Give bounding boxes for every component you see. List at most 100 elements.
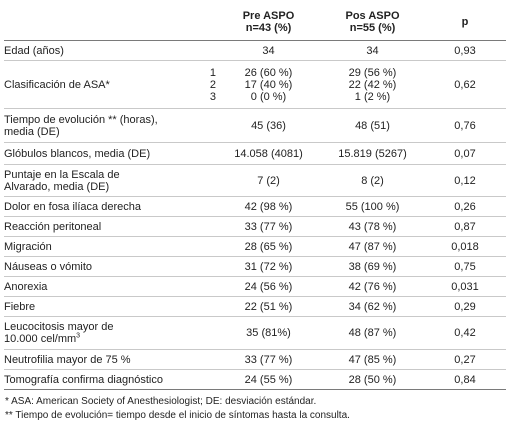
row-label: Dolor en fosa ilíaca derecha <box>4 196 216 217</box>
cell-pos: 8 (2) <box>321 164 424 197</box>
cell-p: 0,87 <box>424 216 506 237</box>
cell-p: 0,29 <box>424 296 506 317</box>
cell-p: 0,27 <box>424 349 506 370</box>
table-row: Edad (años) 34 34 0,93 <box>4 40 506 61</box>
row-label: Migración <box>4 236 216 257</box>
cell-pre: 33 (77 %) <box>216 216 321 237</box>
table-row: Neutrofilia mayor de 75 % 33 (77 %) 47 (… <box>4 349 506 370</box>
cell-pos: 48 (87 %) <box>321 316 424 350</box>
row-label-line: 10.000 cel/mm3 <box>4 332 216 345</box>
table-row: Glóbulos blancos, media (DE) 14.058 (408… <box>4 142 506 165</box>
table-row: Clasificación de ASA* 1 2 3 26 (60 %) 17… <box>4 60 506 109</box>
cell-pre: 35 (81%) <box>216 316 321 350</box>
row-label: Clasificación de ASA* <box>4 60 190 109</box>
row-label: Náuseas o vómito <box>4 256 216 277</box>
cell-pre: 28 (65 %) <box>216 236 321 257</box>
row-label: Anorexia <box>4 276 216 297</box>
cell-pos: 55 (100 %) <box>321 196 424 217</box>
asa-level: 2 <box>209 78 216 91</box>
asa-level: 1 <box>209 66 216 79</box>
row-label: Glóbulos blancos, media (DE) <box>4 142 216 165</box>
table-row: Náuseas o vómito 31 (72 %) 38 (69 %) 0,7… <box>4 256 506 277</box>
cell-pre-line: 26 (60 %) <box>244 66 293 79</box>
superscript: 3 <box>76 332 81 340</box>
cell-pre: 31 (72 %) <box>216 256 321 277</box>
row-label-text: 10.000 cel/mm <box>4 333 77 345</box>
header-pre-aspo: Pre ASPO n=43 (%) <box>216 4 321 41</box>
cell-p: 0,42 <box>424 316 506 350</box>
table-row: Migración 28 (65 %) 47 (87 %) 0,018 <box>4 236 506 257</box>
cell-pre-line: 17 (40 %) <box>244 78 293 91</box>
cell-pos: 28 (50 %) <box>321 369 424 390</box>
cell-pos-line: 1 (2 %) <box>354 90 391 103</box>
cell-pos: 15.819 (5267) <box>321 142 424 165</box>
header-blank <box>4 4 190 41</box>
cell-pre: 42 (98 %) <box>216 196 321 217</box>
cell-pos-line: 29 (56 %) <box>348 66 397 79</box>
table-row: Puntaje en la Escala de Alvarado, media … <box>4 164 506 197</box>
table-header-row: Pre ASPO n=43 (%) Pos ASPO n=55 (%) p <box>4 4 506 41</box>
cell-pre: 22 (51 %) <box>216 296 321 317</box>
asa-level: 3 <box>209 90 216 103</box>
header-pos-aspo: Pos ASPO n=55 (%) <box>321 4 424 41</box>
row-label: Tiempo de evolución ** (horas), media (D… <box>4 108 216 143</box>
table-row: Leucocitosis mayor de 10.000 cel/mm3 35 … <box>4 316 506 350</box>
table-row: Anorexia 24 (56 %) 42 (76 %) 0,031 <box>4 276 506 297</box>
cell-p: 0,018 <box>424 236 506 257</box>
row-label: Neutrofilia mayor de 75 % <box>4 349 216 370</box>
cell-p: 0,26 <box>424 196 506 217</box>
cell-p: 0,12 <box>424 164 506 197</box>
cell-pos: 34 <box>321 40 424 61</box>
cell-p: 0,84 <box>424 369 506 390</box>
row-label: Leucocitosis mayor de 10.000 cel/mm3 <box>4 316 216 350</box>
cell-pre: 33 (77 %) <box>216 349 321 370</box>
row-label: Tomografía confirma diagnóstico <box>4 369 216 390</box>
header-pre-title: Pre ASPO <box>242 10 295 22</box>
cell-pos: 29 (56 %) 22 (42 %) 1 (2 %) <box>321 60 424 109</box>
cell-pre: 26 (60 %) 17 (40 %) 0 (0 %) <box>216 60 321 109</box>
header-blank-sub <box>190 4 216 41</box>
row-label-line: Alvarado, media (DE) <box>4 180 110 193</box>
cell-pos: 34 (62 %) <box>321 296 424 317</box>
cell-pre-line: 0 (0 %) <box>250 90 287 103</box>
header-pos-title: Pos ASPO <box>345 10 400 22</box>
row-label: Edad (años) <box>4 40 216 61</box>
header-pre-n: n=43 (%) <box>245 22 292 34</box>
cell-pre: 7 (2) <box>216 164 321 197</box>
row-label: Fiebre <box>4 296 216 317</box>
table-row: Tomografía confirma diagnóstico 24 (55 %… <box>4 369 506 390</box>
cell-pre: 45 (36) <box>216 108 321 143</box>
cell-pos: 38 (69 %) <box>321 256 424 277</box>
table-row: Tiempo de evolución ** (horas), media (D… <box>4 108 506 143</box>
cell-p: 0,76 <box>424 108 506 143</box>
table-row: Dolor en fosa ilíaca derecha 42 (98 %) 5… <box>4 196 506 217</box>
cell-pre: 24 (55 %) <box>216 369 321 390</box>
row-label-line: Tiempo de evolución ** (horas), <box>4 113 158 126</box>
row-label-line: media (DE) <box>4 125 60 138</box>
cell-p: 0,07 <box>424 142 506 165</box>
row-label-line: Leucocitosis mayor de <box>4 321 114 333</box>
cell-pos: 47 (87 %) <box>321 236 424 257</box>
asa-levels: 1 2 3 <box>190 60 216 109</box>
table-row: Fiebre 22 (51 %) 34 (62 %) 0,29 <box>4 296 506 317</box>
row-label: Puntaje en la Escala de Alvarado, media … <box>4 164 216 197</box>
cell-p: 0,031 <box>424 276 506 297</box>
cell-pre: 34 <box>216 40 321 61</box>
cell-pre: 14.058 (4081) <box>216 142 321 165</box>
table-row: Reacción peritoneal 33 (77 %) 43 (78 %) … <box>4 216 506 237</box>
footnote-asa: * ASA: American Society of Anesthesiolog… <box>5 396 317 407</box>
cell-pos: 47 (85 %) <box>321 349 424 370</box>
row-label: Reacción peritoneal <box>4 216 216 237</box>
header-p: p <box>424 4 506 41</box>
header-pos-n: n=55 (%) <box>349 22 396 34</box>
row-label-line: Puntaje en la Escala de <box>4 168 120 181</box>
cell-pos: 48 (51) <box>321 108 424 143</box>
cell-pre: 24 (56 %) <box>216 276 321 297</box>
cell-pos: 42 (76 %) <box>321 276 424 297</box>
footnote-tiempo: ** Tiempo de evolución= tiempo desde el … <box>5 410 350 421</box>
comparison-table: Pre ASPO n=43 (%) Pos ASPO n=55 (%) p Ed… <box>4 4 506 390</box>
cell-pos-line: 22 (42 %) <box>348 78 397 91</box>
cell-p: 0,75 <box>424 256 506 277</box>
cell-p: 0,62 <box>424 60 506 109</box>
